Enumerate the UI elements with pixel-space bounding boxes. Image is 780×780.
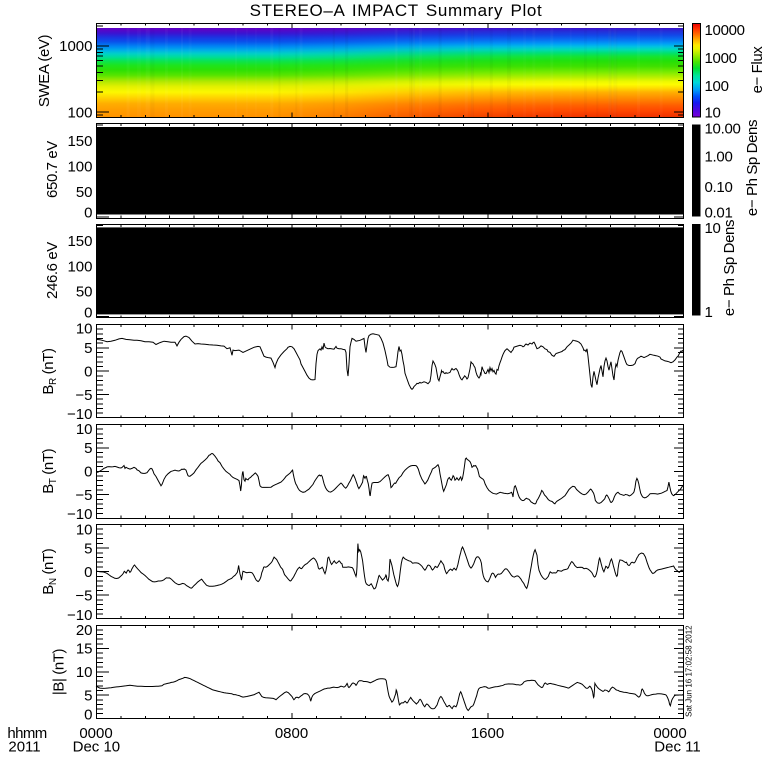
svg-text:0: 0 [84, 464, 92, 481]
svg-text:50: 50 [76, 283, 93, 300]
svg-text:1600: 1600 [471, 725, 504, 742]
svg-text:100: 100 [67, 158, 92, 175]
svg-text:150: 150 [67, 233, 92, 250]
svg-text:1: 1 [705, 304, 713, 321]
svg-text:100: 100 [67, 258, 92, 275]
svg-text:10: 10 [76, 421, 93, 438]
svg-text:e− Ph Sp Dens: e− Ph Sp Dens [721, 220, 738, 316]
svg-text:50: 50 [76, 184, 93, 201]
svg-text:Sat Jun 16 17:02:58 2012: Sat Jun 16 17:02:58 2012 [685, 625, 694, 717]
svg-text:10: 10 [76, 664, 93, 681]
svg-text:650.7 eV: 650.7 eV [44, 141, 61, 198]
svg-text:−10: −10 [67, 607, 92, 624]
svg-text:0800: 0800 [275, 725, 308, 742]
svg-text:0: 0 [84, 204, 92, 221]
svg-text:100: 100 [705, 78, 729, 95]
svg-text:STEREO–A IMPACT Summary Plot: STEREO–A IMPACT Summary Plot [250, 1, 543, 20]
svg-text:0: 0 [84, 364, 92, 381]
svg-text:2011: 2011 [8, 739, 40, 756]
svg-text:BN (nT): BN (nT) [40, 548, 59, 595]
svg-text:10.00: 10.00 [705, 120, 741, 137]
svg-text:100: 100 [67, 104, 92, 121]
svg-text:5: 5 [84, 688, 92, 705]
svg-text:−10: −10 [67, 506, 92, 523]
svg-text:0.10: 0.10 [705, 179, 733, 196]
svg-text:1000: 1000 [705, 50, 737, 67]
svg-text:Dec 11: Dec 11 [654, 739, 700, 756]
svg-text:20: 20 [76, 622, 93, 639]
svg-text:hhmm: hhmm [7, 725, 46, 742]
svg-text:0.01: 0.01 [705, 204, 733, 221]
svg-text:0000: 0000 [79, 725, 112, 742]
svg-text:1000: 1000 [59, 38, 92, 55]
svg-text:10000: 10000 [705, 22, 745, 39]
svg-text:BR (nT): BR (nT) [40, 348, 59, 395]
svg-text:10: 10 [76, 321, 93, 338]
svg-text:5: 5 [84, 340, 92, 357]
svg-text:1.00: 1.00 [705, 148, 733, 165]
svg-text:150: 150 [67, 133, 92, 150]
svg-text:|B| (nT): |B| (nT) [51, 648, 68, 695]
svg-text:5: 5 [84, 541, 92, 558]
svg-text:0: 0 [84, 304, 92, 321]
svg-text:10: 10 [76, 521, 93, 538]
svg-text:−5: −5 [75, 588, 92, 605]
svg-text:−5: −5 [75, 487, 92, 504]
svg-text:BT (nT): BT (nT) [40, 448, 59, 493]
svg-text:15: 15 [76, 641, 93, 658]
svg-text:5: 5 [84, 440, 92, 457]
svg-text:−5: −5 [75, 387, 92, 404]
svg-text:e− Flux: e− Flux [749, 46, 766, 94]
svg-text:SWEA (eV): SWEA (eV) [36, 34, 53, 107]
svg-text:246.6 eV: 246.6 eV [44, 242, 61, 299]
svg-text:0: 0 [84, 564, 92, 581]
svg-text:0000: 0000 [653, 725, 686, 742]
svg-text:Dec 10: Dec 10 [73, 739, 121, 756]
svg-text:10: 10 [705, 220, 721, 237]
svg-text:−10: −10 [67, 406, 92, 423]
svg-text:10: 10 [705, 104, 721, 121]
svg-text:e− Ph Sp Dens: e− Ph Sp Dens [744, 120, 761, 216]
svg-text:0: 0 [84, 706, 92, 723]
